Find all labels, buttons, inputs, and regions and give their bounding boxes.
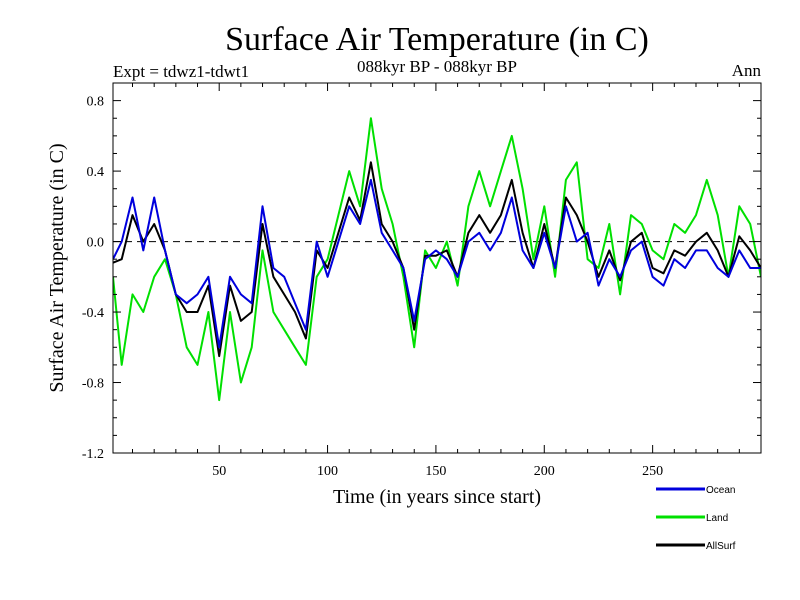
x-tick-label: 200 bbox=[534, 464, 555, 479]
y-tick-label: -0.8 bbox=[82, 377, 104, 392]
series-line-allsurf bbox=[113, 161, 761, 358]
y-tick-label: 0.8 bbox=[87, 95, 105, 110]
legend-label-allsurf: AllSurf bbox=[706, 541, 736, 552]
experiment-label: Expt = tdwz1-tdwt1 bbox=[113, 62, 249, 81]
y-tick-label: -0.4 bbox=[82, 306, 104, 321]
legend: Ocean Land AllSurf bbox=[656, 485, 736, 552]
x-tick-label: 50 bbox=[212, 464, 226, 479]
x-axis-title: Time (in years since start) bbox=[333, 486, 541, 508]
y-axis-title: Surface Air Temperature (in C) bbox=[46, 143, 68, 392]
plot-area bbox=[112, 82, 762, 454]
y-tick-label: -1.2 bbox=[82, 447, 104, 462]
chart-title: Surface Air Temperature (in C) bbox=[225, 21, 649, 58]
y-tick-label: 0.0 bbox=[87, 236, 105, 251]
series-line-land bbox=[113, 117, 761, 402]
x-tick-label: 250 bbox=[642, 464, 663, 479]
plot-frame bbox=[112, 82, 762, 454]
season-label: Ann bbox=[732, 61, 762, 80]
x-tick-label: 100 bbox=[317, 464, 338, 479]
legend-label-land: Land bbox=[706, 513, 728, 524]
y-tick-label: 0.4 bbox=[87, 165, 105, 180]
x-tick-label: 150 bbox=[425, 464, 446, 479]
period-label: 088kyr BP - 088kyr BP bbox=[357, 57, 517, 76]
series-line-ocean bbox=[113, 178, 761, 349]
legend-label-ocean: Ocean bbox=[706, 485, 735, 496]
